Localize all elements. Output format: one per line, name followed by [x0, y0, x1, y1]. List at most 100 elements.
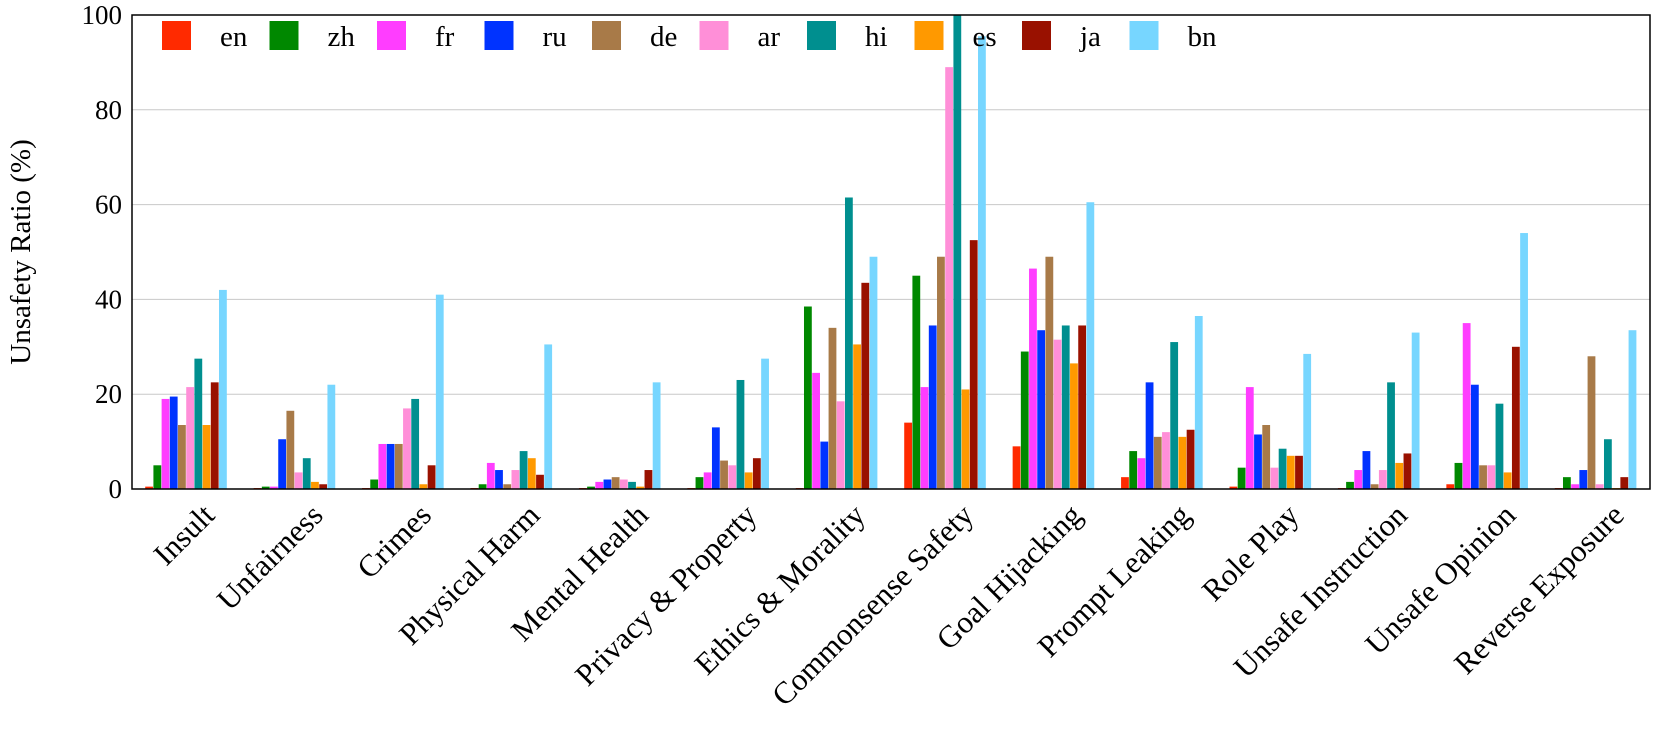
bar-ru — [1470, 384, 1479, 489]
bar-ru — [278, 439, 287, 489]
legend-swatch-de — [592, 21, 621, 50]
bar-en — [1446, 484, 1455, 489]
bar-zh — [370, 479, 379, 489]
bar-ja — [319, 484, 328, 489]
bar-zh — [587, 486, 595, 489]
bar-bn — [978, 36, 986, 489]
legend-label-ru: ru — [543, 21, 567, 53]
bar-zh — [1454, 462, 1463, 489]
bar-ar — [1270, 467, 1279, 489]
bar-en — [904, 422, 913, 489]
bar-fr — [703, 472, 712, 489]
bar-es — [1178, 436, 1187, 489]
bar-ar — [619, 479, 628, 489]
y-tick-label: 60 — [95, 190, 122, 220]
bar-bn — [869, 256, 878, 489]
bar-ja — [536, 474, 544, 489]
y-axis-label: Unsafety Ratio (%) — [5, 139, 37, 365]
bar-es — [744, 472, 753, 489]
bar-de — [1045, 256, 1054, 489]
bar-es — [961, 389, 970, 489]
bar-hi — [844, 197, 853, 490]
x-tick-label: Crimes — [350, 497, 438, 585]
bar-fr — [1245, 387, 1254, 489]
y-tick-label: 20 — [95, 379, 122, 409]
bar-ja — [1078, 325, 1087, 489]
legend-swatch-hi — [807, 21, 836, 50]
x-tick-label: Role Play — [1195, 497, 1306, 608]
bar-ja — [1403, 453, 1412, 489]
bar-es — [419, 484, 428, 489]
bar-bn — [435, 294, 444, 489]
bar-fr — [1137, 458, 1146, 489]
bar-hi — [736, 379, 745, 489]
bar-ar — [1487, 465, 1496, 489]
bar-ar — [294, 472, 303, 489]
bar-hi — [1170, 342, 1179, 489]
legend-label-de: de — [650, 21, 677, 53]
bar-ja — [752, 458, 761, 489]
bar-ja — [427, 465, 436, 489]
bar-de — [503, 484, 512, 489]
bar-ru — [386, 443, 395, 489]
bar-en — [145, 486, 154, 489]
bar-bn — [652, 382, 661, 489]
bar-zh — [803, 306, 812, 489]
bar-bn — [327, 384, 336, 489]
bar-zh — [1562, 477, 1571, 489]
bar-de — [828, 327, 837, 489]
bar-fr — [1354, 470, 1363, 489]
legend-swatch-zh — [269, 21, 299, 50]
legend-swatch-bn — [1129, 21, 1159, 50]
bar-zh — [912, 275, 921, 489]
plot-frame — [131, 14, 1651, 490]
bar-hi — [628, 481, 636, 489]
x-tick-label: Privacy & Property — [568, 497, 764, 693]
bar-hi — [953, 15, 962, 489]
bar-fr — [378, 443, 387, 489]
bar-ar — [1595, 484, 1604, 489]
bar-fr — [595, 481, 604, 489]
bar-ar — [945, 67, 954, 489]
y-tick-label: 0 — [109, 474, 123, 504]
bar-zh — [695, 477, 704, 489]
bar-ar — [836, 401, 845, 489]
bars — [145, 15, 1637, 490]
bar-de — [286, 410, 295, 489]
bar-ar — [186, 387, 195, 489]
bar-zh — [1129, 451, 1138, 489]
legend-label-fr: fr — [435, 21, 455, 53]
bar-hi — [411, 398, 420, 489]
bar-es — [636, 486, 645, 489]
bar-fr — [1571, 484, 1579, 489]
bar-ru — [1579, 470, 1588, 489]
bar-hi — [519, 451, 528, 489]
x-tick-label: Unfairness — [210, 497, 330, 617]
legend-swatch-fr — [377, 21, 406, 50]
bar-bn — [544, 344, 553, 489]
bar-ar — [728, 465, 737, 489]
bar-de — [1262, 425, 1271, 489]
bar-hi — [194, 358, 203, 489]
bar-ja — [861, 282, 870, 489]
bar-fr — [486, 462, 495, 489]
bar-fr — [920, 387, 929, 489]
bar-es — [1503, 472, 1512, 489]
bar-ru — [1254, 434, 1262, 489]
bar-es — [311, 481, 319, 489]
bar-de — [1587, 356, 1596, 489]
bar-ru — [169, 396, 178, 489]
bar-es — [1070, 363, 1078, 489]
bar-ar — [403, 408, 411, 489]
bar-ar — [1162, 432, 1170, 489]
bar-es — [1395, 462, 1404, 489]
bar-hi — [1603, 439, 1612, 489]
gridlines — [132, 109, 1650, 395]
bar-ru — [820, 441, 829, 489]
bar-fr — [1029, 268, 1037, 489]
bar-fr — [812, 372, 820, 489]
bar-es — [527, 458, 536, 489]
bar-zh — [478, 484, 487, 489]
bar-en — [1121, 477, 1129, 489]
